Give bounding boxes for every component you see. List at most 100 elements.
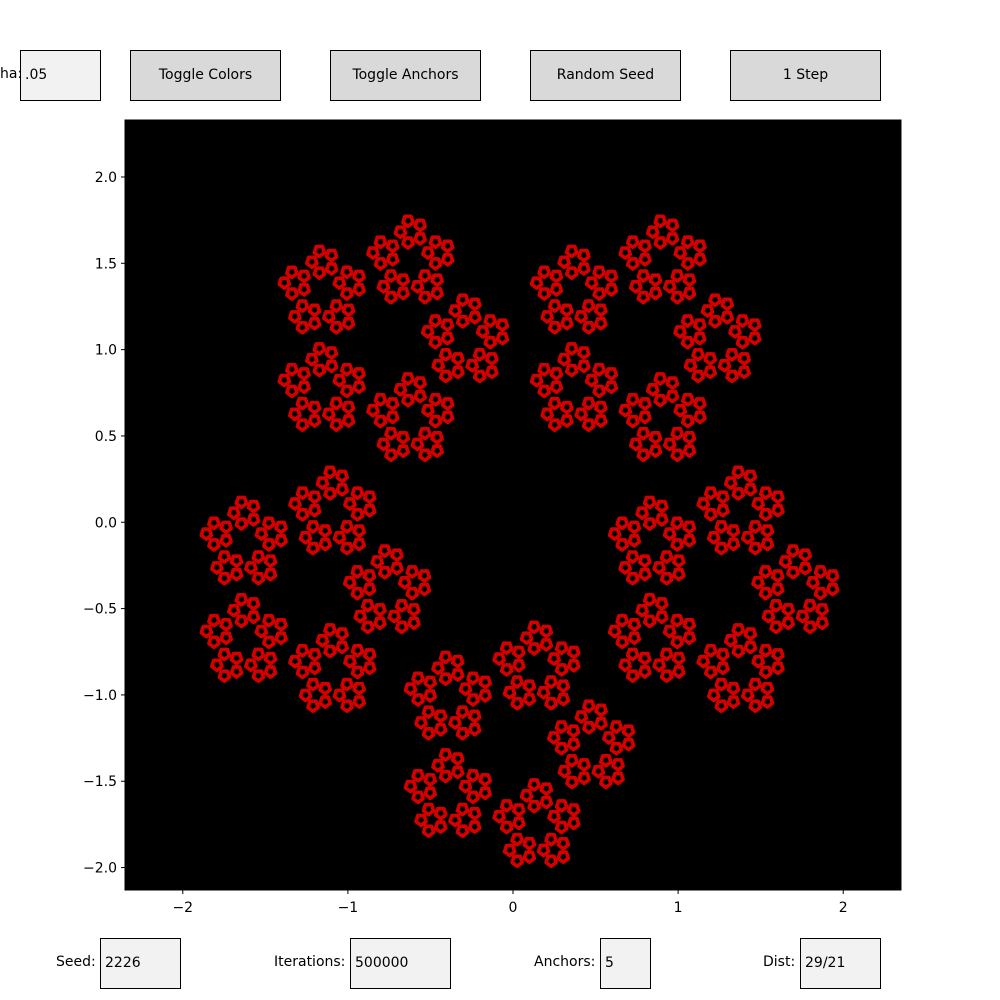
y-tick-label: 1.0: [95, 343, 117, 359]
fractal-ring: [466, 671, 480, 686]
fractal-ring: [475, 325, 490, 339]
fractal-ring: [731, 644, 746, 659]
fractal-ring: [537, 287, 552, 301]
fractal-ring: [654, 513, 669, 527]
fractal-ring: [670, 448, 685, 463]
fractal-ring: [566, 724, 581, 739]
fractal-ring: [263, 554, 278, 568]
fractal-ring: [758, 665, 773, 680]
fractal-ring: [594, 400, 608, 415]
fractal-ring: [431, 661, 445, 676]
fractal-ring: [737, 365, 752, 380]
fractal-ring: [251, 669, 266, 683]
fractal-ring: [592, 265, 606, 280]
fractal-ring: [468, 297, 482, 312]
fractal-ring: [335, 469, 350, 484]
fractal-ring: [537, 362, 552, 377]
seed-input[interactable]: 2226: [100, 938, 181, 989]
fractal-ring: [274, 631, 288, 646]
fractal-ring: [815, 603, 830, 617]
fractal-ring: [428, 335, 443, 350]
alpha-label: ha:: [0, 66, 23, 82]
fractal-ring: [438, 650, 453, 665]
fractal-ring: [638, 554, 652, 568]
fractal-ring: [604, 380, 619, 395]
anchors-input[interactable]: 5: [600, 938, 651, 989]
fractal-ring: [662, 280, 677, 294]
fractal-ring: [618, 561, 632, 575]
fractal-ring: [335, 483, 350, 497]
fractal-ring: [665, 389, 680, 404]
fractal-ring: [323, 487, 337, 501]
fractal-ring: [418, 269, 432, 283]
fractal-ring: [760, 524, 775, 538]
fractal-ring: [430, 444, 444, 458]
fractal-ring: [529, 276, 544, 290]
fractal-ring: [323, 644, 337, 659]
fractal-ring: [671, 651, 686, 666]
fractal-ring: [219, 631, 233, 646]
fractal-ring: [798, 561, 813, 576]
fractal-ring: [771, 661, 785, 676]
fractal-ring: [665, 218, 680, 233]
alpha-input[interactable]: .05: [20, 50, 101, 101]
fractal-ring: [384, 426, 398, 441]
fractal-ring: [440, 331, 455, 346]
fractal-ring: [581, 396, 596, 411]
fractal-ring: [584, 276, 599, 290]
fractal-ring: [680, 235, 695, 250]
fractal-ring: [307, 503, 322, 518]
fractal-ring: [599, 775, 613, 790]
fractal-ring: [803, 620, 817, 635]
fractal-ring: [760, 537, 775, 552]
fractal-ring: [440, 239, 455, 254]
random-seed-button[interactable]: Random Seed: [530, 50, 681, 101]
toggle-anchors-button[interactable]: Toggle Anchors: [330, 50, 481, 101]
fractal-ring: [285, 265, 299, 280]
fractal-ring: [540, 407, 555, 422]
fractal-ring: [771, 490, 785, 505]
fractal-ring: [295, 486, 310, 500]
fractal-ring: [234, 614, 249, 629]
fractal-ring: [635, 506, 649, 521]
fractal-ring: [566, 658, 581, 673]
fractal-ring: [329, 299, 344, 313]
fractal-ring: [397, 575, 412, 590]
fractal-ring: [350, 665, 365, 680]
fractal-ring: [229, 554, 244, 568]
fractal-ring: [499, 663, 514, 677]
fractal-ring: [592, 384, 606, 399]
fractal-ring: [527, 642, 541, 656]
fractal-ring: [360, 620, 375, 635]
fractal-ring: [615, 635, 630, 650]
fractal-ring: [495, 318, 510, 332]
fractal-ring: [680, 335, 695, 350]
fractal-ring: [659, 669, 674, 683]
fractal-ring: [295, 396, 310, 411]
fractal-ring: [384, 290, 398, 305]
fractal-ring: [577, 346, 591, 360]
dist-label: Dist:: [763, 954, 796, 970]
fractal-ring: [210, 561, 224, 575]
fractal-ring: [527, 799, 541, 814]
fractal-ring: [384, 448, 398, 463]
fractal-ring: [564, 266, 579, 280]
fractal-ring: [680, 393, 695, 407]
fractal-ring: [652, 658, 666, 673]
fractal-ring: [431, 358, 446, 373]
one-step-button[interactable]: 1 Step: [730, 50, 881, 101]
fractal-ring: [581, 320, 596, 335]
fractal-ring: [625, 393, 640, 407]
fractal-ring: [574, 310, 588, 324]
fractal-ring: [708, 315, 722, 329]
toggle-colors-button[interactable]: Toggle Colors: [130, 50, 281, 101]
fractal-ring: [594, 303, 608, 318]
dist-input[interactable]: 29/21: [800, 938, 881, 989]
fractal-ring: [726, 524, 741, 538]
fractal-ring: [243, 561, 258, 575]
fractal-ring: [324, 262, 339, 276]
x-tick-label: −1: [338, 900, 359, 916]
fractal-ring: [396, 273, 411, 287]
iterations-input[interactable]: 500000: [350, 938, 451, 989]
fractal-ring: [352, 269, 366, 284]
